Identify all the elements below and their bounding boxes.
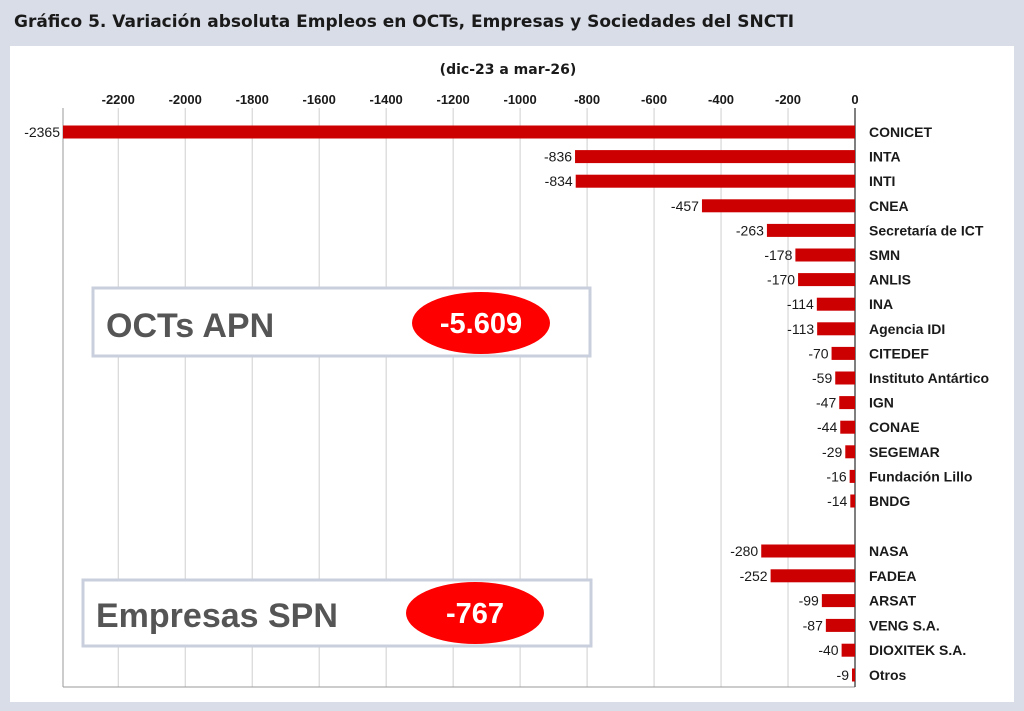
category-label: VENG S.A. (869, 617, 940, 633)
bar (849, 469, 855, 483)
value-label: -87 (803, 617, 823, 633)
value-label: -834 (545, 173, 573, 189)
chart-subtitle: (dic-23 a mar-26) (440, 62, 577, 78)
x-tick-label: 0 (851, 92, 858, 107)
bar (770, 569, 855, 583)
group-summaries: OCTs APN -5.609 Empresas SPN -767 (81, 286, 593, 648)
value-label: -47 (816, 395, 836, 411)
x-tick-label: -2000 (169, 92, 202, 107)
group-total-value: -767 (446, 598, 504, 630)
bar (798, 273, 855, 287)
x-tick-label: -1800 (236, 92, 269, 107)
value-label: -29 (822, 444, 842, 460)
category-label: CONICET (869, 124, 932, 140)
bar (841, 643, 855, 657)
category-label: Otros (869, 667, 907, 683)
category-label: NASA (869, 543, 909, 559)
bar (63, 125, 855, 139)
figure-title: Gráfico 5. Variación absoluta Empleos en… (14, 12, 795, 32)
bar (816, 297, 855, 311)
value-label: -280 (730, 543, 758, 559)
value-label: -114 (787, 296, 814, 312)
value-label: -70 (808, 345, 828, 361)
category-label: INTA (869, 149, 901, 165)
bar (835, 371, 855, 385)
category-label: CONAE (869, 419, 920, 435)
x-tick-label: -2200 (102, 92, 135, 107)
category-label: Agencia IDI (869, 321, 945, 337)
value-label: -836 (544, 149, 572, 165)
bar (850, 494, 855, 508)
x-tick-label: -1000 (503, 92, 536, 107)
category-label: Secretaría de ICT (869, 222, 984, 238)
category-label: INTI (869, 173, 895, 189)
category-label: CNEA (869, 198, 909, 214)
category-label: SEGEMAR (869, 444, 940, 460)
bar (701, 199, 855, 213)
value-label: -16 (826, 468, 846, 484)
bars (63, 125, 855, 682)
group-label: Empresas SPN (96, 597, 338, 635)
category-label: Fundación Lillo (869, 468, 972, 484)
category-label: ANLIS (869, 272, 911, 288)
x-tick-label: -800 (574, 92, 600, 107)
bar (831, 346, 855, 360)
value-label: -99 (799, 593, 819, 609)
bar (575, 174, 855, 188)
value-label: -263 (736, 222, 764, 238)
value-label: -252 (740, 568, 768, 584)
value-label: -113 (787, 321, 814, 337)
bar (825, 618, 855, 632)
category-label: IGN (869, 395, 894, 411)
category-label: DIOXITEK S.A. (869, 642, 966, 658)
group-total-value: -5.609 (440, 308, 522, 340)
group-total-badge (412, 292, 550, 354)
group-total-badge (406, 582, 544, 644)
value-label: -457 (671, 198, 699, 214)
bar (840, 420, 855, 434)
x-tick-label: -200 (775, 92, 801, 107)
value-label: -2365 (24, 124, 60, 140)
category-label: FADEA (869, 568, 916, 584)
category-label: CITEDEF (869, 345, 929, 361)
value-label: -170 (767, 272, 795, 288)
value-label: -44 (817, 419, 837, 435)
bar (795, 248, 855, 262)
bar (761, 544, 855, 558)
category-label: ARSAT (869, 593, 917, 609)
value-label: -14 (827, 493, 847, 509)
x-tick-label: -600 (641, 92, 667, 107)
x-tick-label: -1400 (370, 92, 403, 107)
bar (575, 150, 855, 164)
bar (817, 322, 855, 336)
value-label: -40 (818, 642, 838, 658)
category-label: BNDG (869, 493, 910, 509)
value-label: -9 (837, 667, 850, 683)
x-axis-ticks: -2200 -2000 -1800 -1600 -1400 -1200 -1000 -800-… (102, 92, 859, 107)
value-labels: -2365 -836 -834 -457 -263-178 -170 -114 -113 -70… (24, 124, 849, 683)
x-tick-label: -400 (708, 92, 734, 107)
value-label: -178 (764, 247, 792, 263)
category-labels: CONICET INTA INTI CNEA Secretaría de ICT SMN A… (869, 124, 989, 683)
bar (821, 594, 855, 608)
bar (766, 223, 855, 237)
category-label: SMN (869, 247, 900, 263)
bar (845, 445, 855, 459)
bar (839, 396, 855, 410)
category-label: Instituto Antártico (869, 370, 989, 386)
value-label: -59 (812, 370, 832, 386)
x-tick-label: -1200 (437, 92, 470, 107)
bar (851, 668, 855, 682)
x-tick-label: -1600 (303, 92, 336, 107)
group-label: OCTs APN (106, 307, 274, 345)
category-label: INA (869, 296, 893, 312)
